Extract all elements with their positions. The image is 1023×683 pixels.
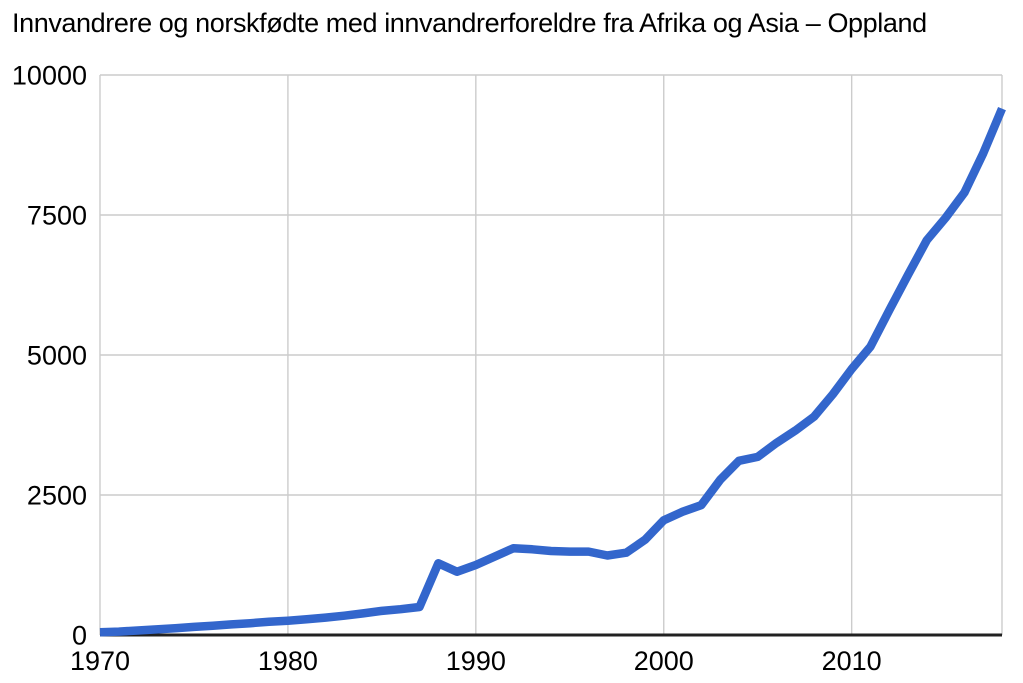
x-tick-label: 1990	[446, 646, 506, 676]
y-tick-label: 10000	[12, 61, 87, 91]
y-tick-label: 0	[72, 621, 87, 651]
data-line	[99, 106, 1006, 637]
x-tick-label: 1980	[258, 646, 318, 676]
x-tick-label: 1970	[70, 646, 130, 676]
x-tick-label: 2010	[822, 646, 882, 676]
y-tick-label: 2500	[27, 481, 87, 511]
chart-title: Innvandrere og norskfødte med innvandrer…	[12, 8, 927, 38]
x-tick-label: 2000	[634, 646, 694, 676]
y-tick-label: 7500	[27, 201, 87, 231]
y-tick-label: 5000	[27, 341, 87, 371]
